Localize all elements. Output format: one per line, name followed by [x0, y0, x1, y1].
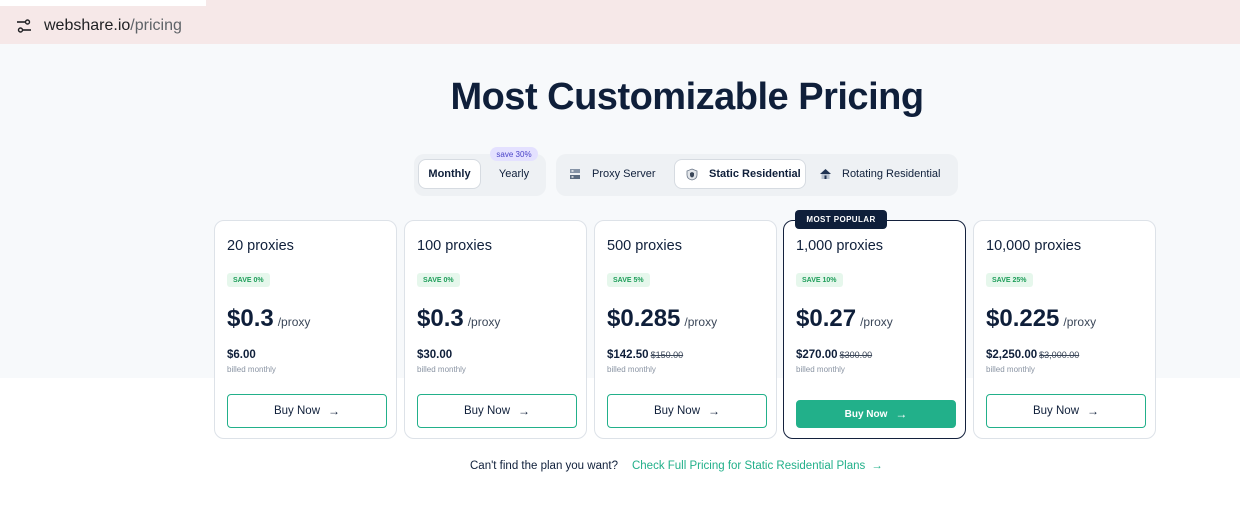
plan-billing-note: billed monthly: [607, 365, 656, 374]
plan-card-10000: 10,000 proxies SAVE 25% $0.225 /proxy $2…: [973, 220, 1156, 439]
product-type-toggle: Proxy Server Static Residential Rotating…: [556, 154, 958, 196]
buy-now-button[interactable]: Buy Now →: [986, 394, 1146, 428]
page-title: Most Customizable Pricing: [450, 76, 924, 118]
buy-now-label: Buy Now: [463, 405, 511, 417]
house-icon: [818, 167, 832, 181]
plan-price-unit: /proxy: [467, 315, 501, 329]
buy-now-label: Buy Now: [653, 405, 701, 417]
arrow-right-icon: →: [871, 460, 883, 472]
browser-address-bar: webshare.io/pricing: [0, 0, 1240, 44]
plan-price: $0.3 /proxy: [227, 305, 310, 333]
plan-price-amount: $0.285: [607, 305, 681, 332]
plan-price-amount: $0.225: [986, 305, 1060, 332]
arrow-right-icon: →: [895, 407, 908, 421]
plan-total: $270.00 $300.00: [796, 349, 872, 361]
arrow-right-icon: →: [1087, 404, 1100, 418]
plan-total: $2,250.00 $3,000.00: [986, 349, 1079, 361]
buy-now-button[interactable]: Buy Now →: [796, 400, 956, 428]
plan-card-500: 500 proxies SAVE 5% $0.285 /proxy $142.5…: [594, 220, 777, 439]
plan-original-price: $300.00: [839, 350, 873, 360]
full-pricing-prompt: Can't find the plan you want? Check Full…: [470, 460, 883, 472]
plan-save-badge: SAVE 0%: [417, 273, 460, 287]
plan-price: $0.27 /proxy: [796, 305, 893, 333]
plan-price: $0.285 /proxy: [607, 305, 717, 333]
plan-total-amount: $30.00: [417, 349, 453, 361]
product-option-label: Proxy Server: [592, 168, 656, 180]
plan-billing-note: billed monthly: [417, 365, 466, 374]
plan-price-unit: /proxy: [277, 315, 311, 329]
plan-save-badge: SAVE 25%: [986, 273, 1033, 287]
billing-period-toggle: Monthly Yearly: [414, 154, 546, 196]
plan-total: $30.00: [417, 349, 452, 361]
buy-now-label: Buy Now: [273, 405, 321, 417]
omnibox[interactable]: webshare.io/pricing: [6, 8, 1240, 44]
arrow-right-icon: →: [708, 404, 721, 418]
plan-total-amount: $270.00: [796, 349, 838, 361]
product-option-label: Static Residential: [709, 168, 801, 180]
url-path: /pricing: [130, 17, 182, 34]
full-pricing-link[interactable]: Check Full Pricing for Static Residentia…: [631, 460, 866, 472]
plan-quantity: 100 proxies: [417, 238, 492, 254]
billing-option-yearly[interactable]: Yearly: [498, 168, 530, 180]
arrow-right-icon: →: [328, 404, 341, 418]
plan-card-20: 20 proxies SAVE 0% $0.3 /proxy $6.00 bil…: [214, 220, 397, 439]
plan-quantity: 1,000 proxies: [796, 238, 884, 254]
product-option-rotating-residential[interactable]: Rotating Residential: [818, 159, 954, 189]
plan-price-unit: /proxy: [1063, 315, 1097, 329]
tab-strip-edge: [0, 0, 206, 6]
plan-billing-note: billed monthly: [227, 365, 276, 374]
site-settings-icon[interactable]: [10, 12, 38, 40]
plan-billing-note: billed monthly: [796, 365, 845, 374]
plan-price-amount: $0.27: [796, 305, 857, 332]
plan-save-badge: SAVE 5%: [607, 273, 650, 287]
full-pricing-question: Can't find the plan you want?: [470, 460, 618, 472]
server-icon: [568, 167, 582, 181]
url-domain: webshare.io: [44, 17, 131, 34]
plan-total: $6.00: [227, 349, 256, 361]
product-option-static-residential[interactable]: Static Residential: [674, 159, 806, 189]
plan-quantity: 10,000 proxies: [986, 238, 1082, 254]
plan-price-unit: /proxy: [860, 315, 893, 329]
buy-now-button[interactable]: Buy Now →: [227, 394, 387, 428]
plan-save-badge: SAVE 0%: [227, 273, 270, 287]
plan-total-amount: $6.00: [227, 349, 256, 361]
plan-save-badge: SAVE 10%: [796, 273, 843, 287]
plan-total-amount: $2,250.00: [986, 349, 1038, 361]
billing-option-monthly[interactable]: Monthly: [418, 159, 481, 189]
buy-now-label: Buy Now: [1032, 405, 1080, 417]
plan-price-unit: /proxy: [684, 315, 718, 329]
plan-price: $0.3 /proxy: [417, 305, 500, 333]
product-option-label: Rotating Residential: [842, 168, 941, 180]
most-popular-badge: MOST POPULAR: [795, 210, 887, 229]
plan-quantity: 20 proxies: [227, 238, 294, 254]
url-text[interactable]: webshare.io/pricing: [44, 17, 182, 35]
plan-price-amount: $0.3: [227, 305, 274, 332]
arrow-right-icon: →: [518, 404, 531, 418]
plan-card-100: 100 proxies SAVE 0% $0.3 /proxy $30.00 b…: [404, 220, 587, 439]
buy-now-label: Buy Now: [844, 408, 888, 420]
plan-billing-note: billed monthly: [986, 365, 1035, 374]
plan-total: $142.50 $150.00: [607, 349, 683, 361]
yearly-save-badge: save 30%: [490, 147, 538, 161]
plan-original-price: $150.00: [650, 350, 684, 360]
plan-price-amount: $0.3: [417, 305, 464, 332]
shield-icon: [685, 167, 699, 181]
buy-now-button[interactable]: Buy Now →: [607, 394, 767, 428]
plan-quantity: 500 proxies: [607, 238, 682, 254]
plan-original-price: $3,000.00: [1039, 350, 1080, 360]
plan-price: $0.225 /proxy: [986, 305, 1096, 333]
plan-card-1000: 1,000 proxies SAVE 10% $0.27 /proxy $270…: [783, 220, 966, 439]
product-option-proxy-server[interactable]: Proxy Server: [568, 159, 678, 189]
buy-now-button[interactable]: Buy Now →: [417, 394, 577, 428]
plan-total-amount: $142.50: [607, 349, 649, 361]
